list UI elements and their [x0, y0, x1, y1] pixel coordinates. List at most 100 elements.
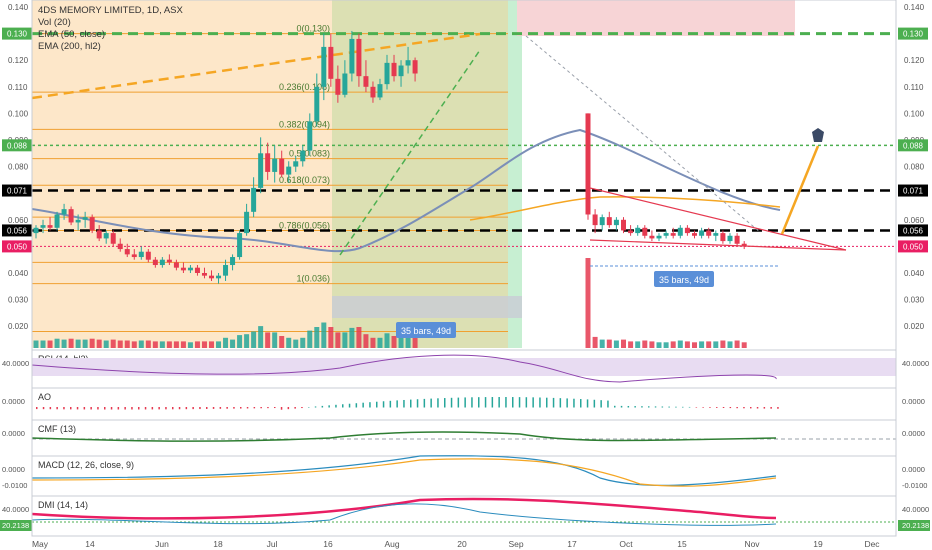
pane-label-2: CMF (13): [38, 424, 76, 434]
ao-bar-85: [614, 405, 616, 408]
candle-body-19: [166, 259, 172, 263]
ao-bar-40: [308, 407, 310, 408]
candle-body-16: [145, 251, 151, 260]
ema50-line: [469, 196, 781, 221]
ao-bar-19: [165, 407, 167, 410]
ao-bar-50: [376, 401, 378, 408]
volume-bar-8: [89, 338, 95, 348]
candle-body-53: [405, 60, 411, 66]
volume-bar-73: [713, 341, 719, 348]
volume-bar-30: [244, 334, 250, 348]
candle-body-5: [68, 209, 74, 223]
range-label-2: 35 bars, 49d: [590, 265, 780, 287]
x-tick-14: Dec: [864, 539, 880, 549]
ao-bar-54: [403, 399, 405, 408]
candle-body-22: [187, 267, 193, 271]
ao-bar-69: [505, 397, 507, 408]
ao-bar-4: [63, 407, 65, 410]
x-tick-7: 20: [457, 539, 467, 549]
dmi-adx: [31, 497, 777, 520]
candle-body-31: [251, 187, 257, 212]
candle-body-71: [699, 230, 705, 236]
ao-bar-109: [777, 407, 779, 409]
ao-bar-53: [396, 400, 398, 408]
ao-bar-32: [253, 407, 256, 409]
pane-tick-left-3-0: 0.0000: [2, 465, 25, 474]
volume-bar-11: [110, 339, 116, 348]
ao-bar-98: [702, 407, 704, 408]
candle-body-23: [194, 267, 200, 273]
volume-bar-26: [216, 341, 222, 348]
candle-body-60: [621, 219, 626, 231]
volume-bar-28: [230, 339, 236, 348]
y-tick-left-2: 0.120: [8, 56, 29, 65]
ao-bar-27: [219, 407, 222, 409]
ao-bar-56: [416, 399, 419, 408]
ao-bar-15: [138, 407, 140, 410]
y-tick-left-0: 0.140: [8, 3, 29, 12]
volume-bar-64: [649, 341, 655, 348]
y-tick-left-4: 0.100: [8, 109, 29, 118]
ao-bar-30: [240, 407, 242, 409]
price-tag-left-bg-3: [2, 224, 32, 237]
volume-bar-52: [398, 336, 404, 348]
ao-bar-61: [450, 397, 453, 408]
pane-tick-left-1-0: 0.0000: [2, 397, 25, 406]
x-tick-9: 17: [567, 539, 577, 549]
candle-body-69: [684, 227, 690, 234]
ao-bar-60: [444, 398, 446, 408]
price-tag-right-1: 0.088: [903, 141, 924, 150]
volume-bar-14: [131, 341, 137, 348]
ao-bar-31: [246, 407, 249, 409]
legend: 4DS MEMORY LIMITED, 1D, ASX Vol (20) EMA…: [38, 5, 183, 52]
ao-bar-46: [348, 403, 351, 408]
ao-bar-36: [280, 407, 283, 410]
ao-bar-101: [722, 407, 725, 408]
ao-bar-95: [682, 406, 684, 408]
svg-text:35 bars, 49d: 35 bars, 49d: [659, 275, 709, 285]
candle-body-56: [592, 214, 598, 226]
ao-bar-44: [335, 404, 337, 408]
ao-bar-55: [410, 399, 412, 408]
ao-bar-35: [274, 407, 276, 409]
price-tag-left-3: 0.056: [7, 226, 28, 235]
volume-bar-77: [741, 342, 747, 348]
ao-bar-58: [430, 398, 432, 408]
candle-body-49: [377, 84, 383, 98]
candle-body-66: [663, 233, 669, 236]
ao-bar-67: [491, 397, 494, 408]
ao-bar-14: [131, 407, 133, 410]
volume-bars: [33, 258, 747, 348]
ao-bar-20: [172, 407, 174, 410]
x-tick-6: Aug: [384, 539, 399, 549]
ao-bar-72: [525, 397, 528, 408]
x-tick-10: Oct: [619, 539, 633, 549]
chart-frame: [31, 0, 897, 537]
price-tag-right-bg-3: [898, 224, 928, 237]
ao-bar-38: [294, 407, 296, 409]
price-tags: 0.130 0.130 0.088 0.088 0.071 0.071 0.056 0.056…: [2, 27, 928, 253]
price-tag-left-bg-2: [2, 184, 32, 197]
candle-body-15: [138, 251, 144, 258]
candle-body-39: [307, 121, 313, 151]
macd-signal: [31, 458, 777, 487]
candles: [33, 30, 747, 284]
chart-title: 4DS MEMORY LIMITED, 1D, ASX: [38, 5, 183, 16]
volume-bar-50: [384, 333, 390, 348]
volume-bar-59: [613, 340, 619, 348]
price-tag-left-2: 0.071: [7, 187, 28, 196]
ao-bar-77: [559, 398, 562, 408]
candle-body-1: [40, 225, 46, 228]
volume-bar-13: [124, 340, 130, 348]
candle-body-43: [335, 78, 341, 95]
ao-bar-96: [688, 406, 691, 408]
ao-bar-68: [498, 397, 500, 408]
candle-body-41: [321, 46, 327, 87]
volume-bar-69: [684, 341, 690, 348]
ao-bar-103: [736, 407, 738, 409]
pane-tick-right-3-0: 0.0000: [902, 465, 925, 474]
legend-ema50: EMA (50, close): [38, 29, 105, 40]
x-tick-4: Jul: [267, 539, 278, 549]
candle-body-50: [384, 62, 390, 85]
ao-bar-73: [532, 397, 534, 408]
